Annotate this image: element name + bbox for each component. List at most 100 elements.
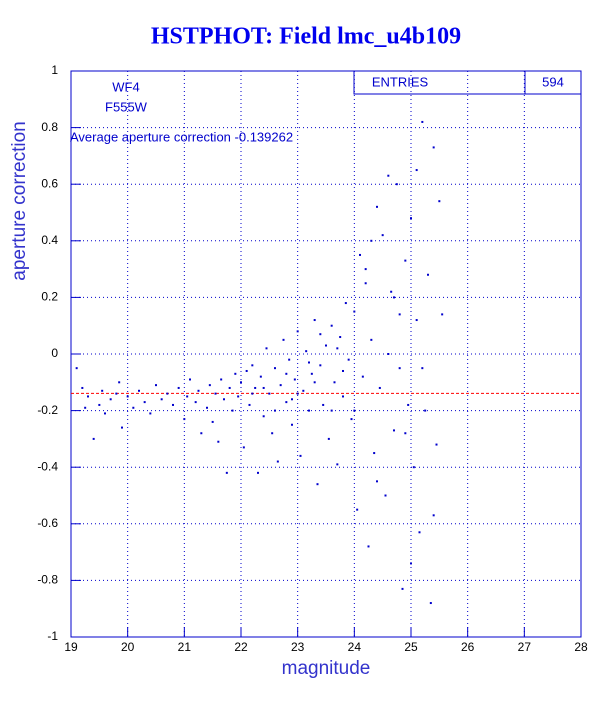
point xyxy=(186,395,189,398)
point xyxy=(432,146,435,149)
point xyxy=(336,463,339,466)
y-axis-label: aperture correction xyxy=(9,121,30,280)
point xyxy=(333,381,336,384)
point xyxy=(75,367,78,370)
point xyxy=(359,253,361,256)
y-tick-label: -1 xyxy=(47,629,58,643)
point xyxy=(87,395,89,398)
x-tick-label: 25 xyxy=(404,640,418,654)
point xyxy=(344,302,347,305)
point xyxy=(98,403,101,406)
point xyxy=(398,313,401,316)
y-tick-label: 0.6 xyxy=(41,176,58,190)
point xyxy=(418,531,421,534)
point xyxy=(245,369,248,372)
point xyxy=(364,282,367,285)
point xyxy=(435,443,438,446)
point xyxy=(330,324,333,327)
point xyxy=(407,403,410,406)
point xyxy=(231,409,234,412)
point xyxy=(293,378,296,381)
point xyxy=(211,420,214,423)
point xyxy=(424,409,427,412)
annotation: WF4 xyxy=(112,79,139,94)
point xyxy=(404,259,407,262)
point xyxy=(441,313,444,316)
point xyxy=(370,338,373,341)
point xyxy=(126,395,129,398)
point xyxy=(254,386,257,389)
point xyxy=(197,389,200,392)
point xyxy=(228,386,231,389)
point xyxy=(296,330,299,333)
point xyxy=(220,378,223,381)
point xyxy=(373,452,376,455)
point xyxy=(313,319,316,322)
point xyxy=(381,234,384,237)
point xyxy=(376,205,378,208)
point xyxy=(316,483,319,486)
point xyxy=(121,426,123,429)
point xyxy=(262,386,265,389)
point xyxy=(177,386,180,389)
point xyxy=(237,395,240,398)
y-tick-label: -0.4 xyxy=(37,459,58,473)
point xyxy=(149,412,152,415)
x-tick-label: 23 xyxy=(291,640,305,654)
annotation: F555W xyxy=(105,99,148,114)
point xyxy=(234,372,237,375)
plot-frame xyxy=(70,70,582,638)
point xyxy=(299,454,302,457)
point xyxy=(361,375,364,378)
y-tick-label: 0.8 xyxy=(41,120,58,134)
point xyxy=(291,423,293,426)
x-tick-label: 26 xyxy=(461,640,475,654)
point xyxy=(183,418,186,421)
point xyxy=(274,367,276,370)
y-tick-label: -0.8 xyxy=(37,573,58,587)
point xyxy=(282,338,285,341)
point xyxy=(109,398,112,401)
point xyxy=(189,378,191,381)
point xyxy=(401,587,404,590)
point xyxy=(421,120,424,123)
point xyxy=(404,432,407,435)
point xyxy=(353,409,356,412)
reference-label: Average aperture correction -0.139262 xyxy=(70,129,293,144)
point xyxy=(271,432,274,435)
point xyxy=(378,386,381,389)
point xyxy=(393,429,395,432)
point xyxy=(308,409,310,412)
point xyxy=(240,381,242,384)
point xyxy=(257,471,259,474)
point xyxy=(155,384,157,387)
point xyxy=(305,350,308,353)
point xyxy=(367,545,370,548)
point xyxy=(415,319,418,322)
point xyxy=(214,392,217,395)
point xyxy=(336,347,339,350)
point xyxy=(166,392,169,395)
point xyxy=(353,310,356,313)
x-tick-label: 24 xyxy=(348,640,362,654)
point xyxy=(217,440,220,443)
point xyxy=(342,369,344,372)
y-tick-label: -0.2 xyxy=(37,403,58,417)
point xyxy=(285,401,288,404)
point xyxy=(138,389,140,392)
point xyxy=(410,217,412,220)
point xyxy=(410,562,412,565)
point xyxy=(350,418,353,421)
point xyxy=(206,406,208,409)
point xyxy=(432,514,435,517)
y-tick-label: 0.2 xyxy=(41,290,58,304)
point xyxy=(319,364,322,367)
point xyxy=(288,358,291,361)
x-tick-label: 21 xyxy=(178,640,192,654)
point xyxy=(387,353,390,355)
point xyxy=(421,367,424,370)
x-tick-label: 22 xyxy=(234,640,248,654)
point xyxy=(160,398,163,401)
